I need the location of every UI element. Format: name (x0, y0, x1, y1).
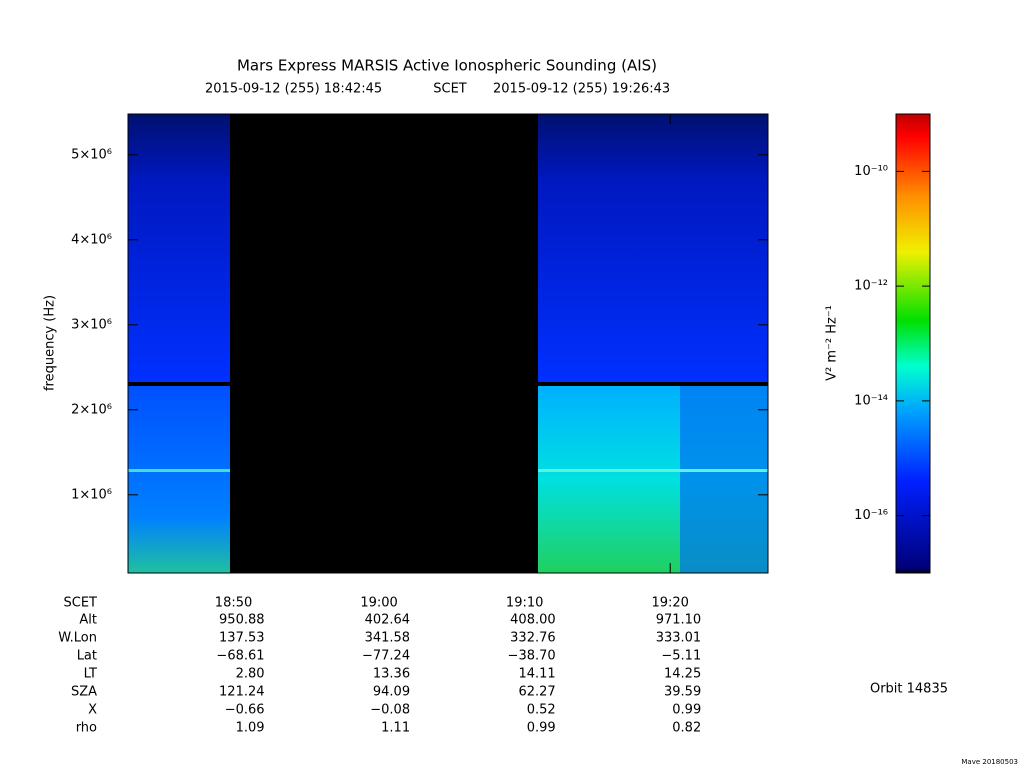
table-cell: 333.01 (656, 631, 702, 646)
table-cell: −0.08 (370, 703, 410, 718)
y-tick-label: 3×10⁶ (71, 317, 112, 332)
subtitle-start: 2015-09-12 (255) 18:42:45 (205, 82, 382, 97)
table-cell: 0.99 (672, 703, 701, 718)
row-label: SCET (64, 596, 98, 611)
chart-title: Mars Express MARSIS Active Ionospheric S… (237, 57, 657, 75)
table-cell: 14.25 (664, 667, 701, 682)
x-tick-label: 19:10 (506, 596, 543, 611)
row-label: SZA (71, 685, 97, 700)
table-cell: 1.09 (236, 721, 265, 736)
colorbar-tick-label: 10⁻¹² (854, 279, 888, 294)
table-cell: 408.00 (510, 613, 556, 628)
table-cell: 62.27 (518, 685, 555, 700)
y-tick-label: 4×10⁶ (71, 232, 112, 247)
table-cell: −77.24 (362, 649, 410, 664)
orbit-label: Orbit 14835 (870, 682, 948, 697)
table-cell: −68.61 (216, 649, 264, 664)
colorbar-tick-label: 10⁻¹⁴ (854, 393, 888, 408)
y-tick-label: 5×10⁶ (71, 147, 112, 162)
table-cell: 971.10 (656, 613, 702, 628)
subtitle-label: SCET (433, 82, 467, 97)
colorbar-label: V² m⁻² Hz⁻¹ (825, 305, 840, 381)
subtitle-end: 2015-09-12 (255) 19:26:43 (493, 82, 670, 97)
row-label: X (88, 703, 97, 718)
x-tick-label: 18:50 (215, 596, 252, 611)
y-tick-label: 1×10⁶ (71, 487, 112, 502)
table-cell: 94.09 (373, 685, 410, 700)
x-tick-label: 19:20 (651, 596, 688, 611)
table-cell: 0.52 (527, 703, 556, 718)
row-label: LT (84, 667, 97, 682)
row-label: W.Lon (58, 631, 97, 646)
x-tick-label: 19:00 (360, 596, 397, 611)
row-label: Alt (79, 613, 97, 628)
spectrogram-image (128, 114, 768, 573)
table-cell: 39.59 (664, 685, 701, 700)
table-cell: 402.64 (365, 613, 411, 628)
plot-frame (127, 113, 769, 574)
row-label: rho (76, 721, 97, 736)
table-cell: 14.11 (518, 667, 555, 682)
y-axis-label: frequency (Hz) (43, 295, 58, 391)
row-label: Lat (77, 649, 97, 664)
table-cell: 121.24 (219, 685, 265, 700)
table-cell: 0.82 (672, 721, 701, 736)
table-cell: 341.58 (365, 631, 411, 646)
table-cell: 950.88 (219, 613, 265, 628)
table-cell: 332.76 (510, 631, 556, 646)
table-cell: 0.99 (527, 721, 556, 736)
table-cell: −5.11 (661, 649, 701, 664)
table-cell: 137.53 (219, 631, 265, 646)
table-cell: −0.66 (225, 703, 265, 718)
colorbar-tick-label: 10⁻¹⁰ (854, 164, 888, 179)
footer-label: Mave 20180503 (961, 758, 1018, 766)
table-cell: 2.80 (236, 667, 265, 682)
table-cell: 1.11 (381, 721, 410, 736)
colorbar-tick-label: 10⁻¹⁶ (854, 508, 888, 523)
table-cell: −38.70 (508, 649, 556, 664)
y-tick-label: 2×10⁶ (71, 402, 112, 417)
table-cell: 13.36 (373, 667, 410, 682)
colorbar (895, 113, 931, 574)
